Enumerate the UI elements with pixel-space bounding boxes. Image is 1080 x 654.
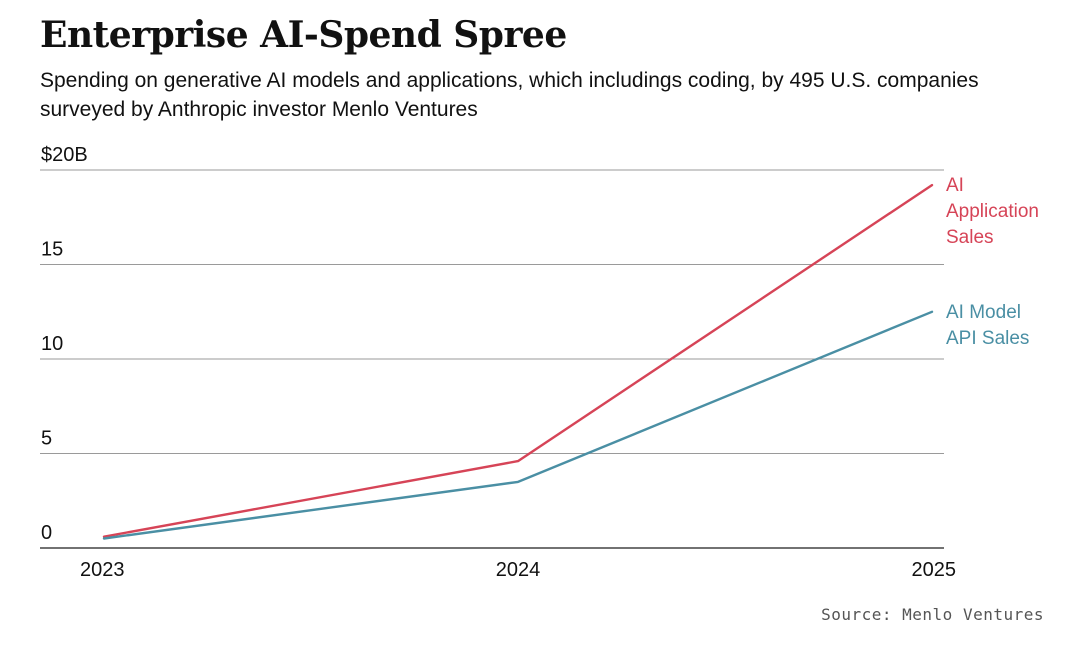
y-axis-ticks: 0 5 10 15 $20B bbox=[41, 144, 88, 544]
y-tick-label: $20B bbox=[41, 144, 88, 166]
chart-title: Enterprise AI-Spend Spree bbox=[40, 14, 567, 56]
series-line-ai-application-sales bbox=[102, 183, 934, 538]
x-tick-label: 2024 bbox=[496, 559, 541, 581]
y-tick-label: 10 bbox=[41, 333, 63, 355]
y-tick-label: 5 bbox=[41, 428, 52, 450]
series-line-ai-model-api-sales bbox=[102, 310, 934, 540]
source-note: Source: Menlo Ventures bbox=[821, 605, 1044, 624]
series-labels: AI Application Sales AI Model API Sales bbox=[946, 175, 1039, 349]
y-tick-label: 0 bbox=[41, 522, 52, 544]
y-tick-label: 15 bbox=[41, 239, 63, 261]
x-axis-ticks: 2023 2024 2025 bbox=[80, 559, 956, 581]
series-label-ai-model-api-sales: AI Model API Sales bbox=[946, 302, 1029, 349]
chart-subtitle: Spending on generative AI models and app… bbox=[40, 69, 979, 121]
x-tick-label: 2023 bbox=[80, 559, 125, 581]
series-label-ai-application-sales: AI Application Sales bbox=[946, 175, 1039, 248]
x-tick-label: 2025 bbox=[912, 559, 957, 581]
series-lines bbox=[102, 183, 934, 540]
gridlines bbox=[40, 169, 944, 549]
